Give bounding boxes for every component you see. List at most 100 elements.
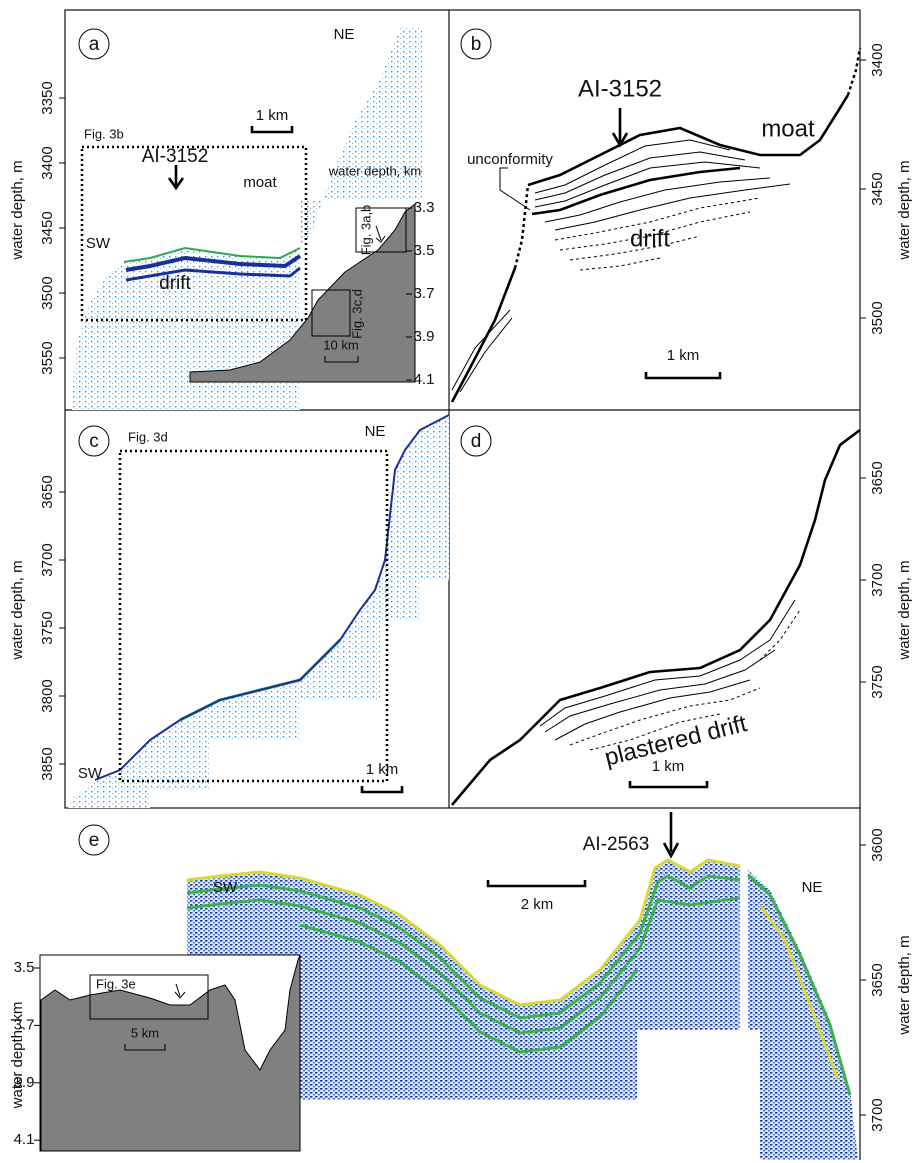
inset-axis-label: water depth, km: [328, 163, 422, 178]
arrow: [375, 225, 386, 243]
seafloor: [450, 267, 517, 403]
fig-box-label: Fig. 3d: [128, 429, 168, 444]
tick-label: 3500: [869, 301, 886, 334]
fig-box: [80, 145, 308, 322]
arrow: [167, 165, 185, 191]
tick-label: 3650: [869, 461, 886, 494]
panel-label: b: [471, 34, 482, 55]
tick-label: 3700: [869, 1098, 886, 1131]
tick-label: 3600: [869, 828, 886, 861]
panel-label: d: [471, 431, 482, 452]
tick-label: 3.9: [14, 1074, 35, 1091]
arrow: [611, 108, 629, 148]
axis-label: water depth, m: [9, 160, 26, 260]
drift: drift: [159, 273, 191, 294]
axis-label: water depth, m: [896, 935, 913, 1035]
tick-label: 3750: [39, 611, 56, 644]
tick-label: 4.1: [414, 371, 435, 388]
seafloor: [527, 94, 850, 187]
tick-label: 3650: [869, 963, 886, 996]
tick-label: 3.9: [414, 328, 435, 345]
scale-bar: [124, 1044, 166, 1051]
scale-label: 2 km: [521, 896, 554, 913]
tick-label: 3.5: [414, 242, 435, 259]
leader: [499, 167, 531, 211]
tick-label: 4.1: [14, 1131, 35, 1148]
seismic-a: [72, 28, 422, 410]
tick-label: 3.3: [414, 199, 435, 216]
reflectors: [451, 139, 791, 393]
sw: SW: [213, 879, 238, 896]
scale-bar: [628, 781, 709, 789]
tick-label: 3850: [39, 747, 56, 780]
panel-label: e: [89, 830, 100, 851]
inset-box: [89, 974, 209, 1020]
tick-label: 3650: [39, 475, 56, 508]
scale-bar: [324, 356, 359, 363]
sw: SW: [86, 235, 111, 252]
tick-label: 3.7: [14, 1016, 35, 1033]
panel-badge: [460, 28, 492, 60]
arrow: [662, 812, 680, 859]
inset-profile: [40, 954, 301, 1152]
seafloor: [451, 428, 861, 806]
tick-label: 3700: [869, 563, 886, 596]
core: AI-3152: [142, 146, 209, 167]
moat: moat: [761, 115, 815, 142]
scale-label: 1 km: [667, 347, 700, 364]
scale-bar: [644, 372, 722, 380]
tick-label: 3450: [39, 211, 56, 244]
unconformity: unconformity: [467, 151, 553, 168]
arrow: [174, 983, 186, 999]
panel-badge: [78, 28, 110, 60]
sw: SW: [78, 765, 103, 782]
inset-box: [355, 207, 407, 253]
inset-box-label: Fig. 3e: [96, 976, 136, 991]
seafloor: [846, 47, 862, 96]
axis-label: water depth, m: [896, 560, 913, 660]
panel-label: c: [89, 431, 99, 452]
axis-label: water depth, m: [896, 160, 913, 260]
ne: NE: [365, 423, 386, 440]
tick-label: 3700: [39, 543, 56, 576]
fig-box: [118, 449, 389, 783]
frame: [64, 9, 861, 809]
unconformity-line: [531, 166, 741, 216]
panel-badge: [460, 425, 492, 457]
tick-label: 3.7: [414, 285, 435, 302]
scale-bar: [360, 786, 404, 794]
core: AI-2563: [583, 834, 650, 855]
reflectors: [554, 197, 761, 271]
axis-label: water depth, m: [9, 560, 26, 660]
tick-label: 3750: [869, 665, 886, 698]
tick-label: 3550: [39, 341, 56, 374]
panel-badge: [78, 425, 110, 457]
scale-label: 1 km: [256, 107, 289, 124]
scale-bar: [250, 126, 294, 134]
moat: moat: [243, 174, 277, 191]
scale-label: 10 km: [323, 337, 358, 352]
tick-label: 3400: [39, 146, 56, 179]
tick-label: 3500: [39, 276, 56, 309]
ne: NE: [802, 879, 823, 896]
inset-box: [311, 289, 351, 337]
reflectors: [539, 599, 796, 741]
seafloor: [513, 184, 530, 269]
inset-axis-label: water depth, km: [9, 1002, 26, 1110]
tick-label: 3.5: [14, 959, 35, 976]
panel-label: a: [89, 34, 100, 55]
tick-label: 3450: [869, 172, 886, 205]
scale-label: 1 km: [652, 758, 685, 775]
reflectors: [569, 609, 801, 751]
seismic-e: [186, 858, 858, 1160]
ne: NE: [334, 26, 355, 43]
tick-label: 3350: [39, 81, 56, 114]
tick-label: 3800: [39, 679, 56, 712]
drift: drift: [630, 225, 670, 252]
inset-box-label: Fig. 3c,d: [349, 289, 364, 339]
seismic-c: [68, 414, 449, 808]
scale-label: 1 km: [366, 761, 399, 778]
inset-box-label: Fig. 3a,b: [358, 205, 373, 256]
scale-label: 5 km: [131, 1025, 159, 1040]
